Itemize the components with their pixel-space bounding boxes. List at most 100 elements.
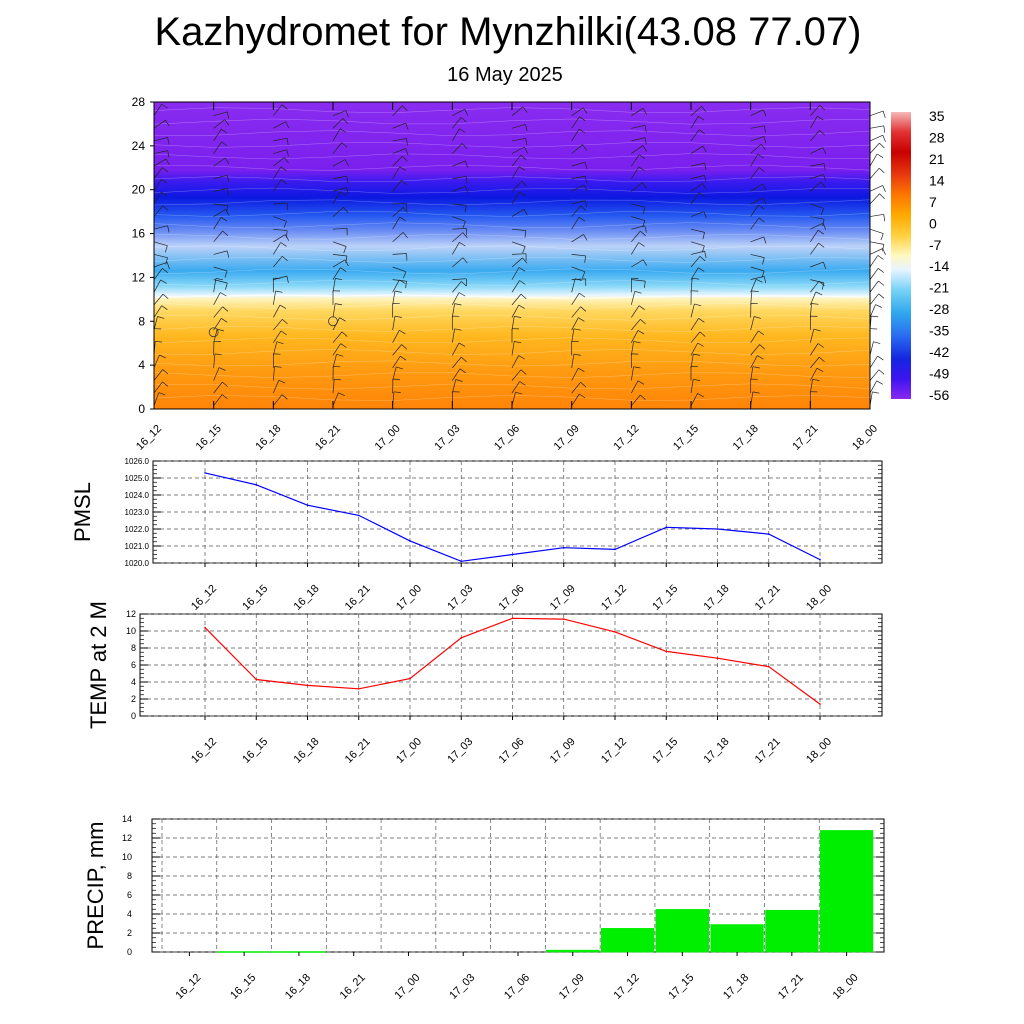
wind-barb (631, 242, 639, 255)
wind-barb-feather (460, 117, 467, 123)
wind-barb (809, 303, 812, 318)
wind-barb-feather (819, 356, 825, 363)
y-tick-label: 28 (132, 95, 146, 109)
wind-barb-feather (166, 262, 170, 270)
wind-barb (869, 125, 884, 129)
wind-barb (452, 143, 463, 154)
data-point (819, 703, 821, 705)
wind-barb-feather (875, 304, 882, 308)
wind-barb (511, 241, 526, 247)
wind-barb (153, 316, 158, 331)
wind-barb (869, 355, 878, 369)
wind-barb-feather (525, 124, 528, 132)
wind-barb-feather (344, 259, 349, 267)
wind-barb (273, 228, 288, 232)
wind-barb (153, 381, 163, 394)
wind-barb-feather (226, 250, 230, 258)
wind-barb (213, 174, 228, 180)
wind-barb (213, 353, 216, 368)
wind-barb-feather (584, 255, 586, 263)
wind-barb-feather (162, 369, 169, 375)
wind-barb (869, 304, 876, 318)
wind-barb-feather (286, 138, 289, 146)
colorbar-label: 21 (929, 151, 945, 167)
x-tick-label: 16_18 (292, 583, 322, 613)
wind-barb-feather (284, 234, 290, 241)
wind-barb-feather (281, 104, 288, 110)
y-tick-label: 2 (127, 928, 132, 938)
x-tick-label: 17_00 (373, 423, 403, 453)
wind-barb-feather (226, 175, 230, 183)
wind-barb (273, 121, 286, 129)
wind-barb (690, 379, 694, 394)
x-tick-label: 17_06 (497, 583, 527, 613)
wind-barb-feather (226, 205, 228, 213)
data-point (460, 637, 463, 639)
y-tick-label: 16 (132, 227, 146, 241)
wind-barb (332, 206, 344, 217)
wind-barb-feather (640, 394, 646, 400)
data-point (409, 677, 411, 680)
wind-barb (630, 291, 636, 305)
wind-barb-feather (758, 204, 765, 210)
wind-barb-feather (634, 290, 642, 294)
wind-barb-feather (335, 278, 343, 281)
contour-line (153, 268, 871, 275)
wind-barb (392, 180, 402, 192)
x-tick-label: 17_03 (432, 423, 462, 453)
wind-barb-feather (339, 191, 347, 196)
y-axis-title: TEMP at 2 M (86, 601, 111, 729)
wind-barb (750, 316, 755, 331)
wind-barb (631, 305, 640, 318)
wind-barb-feather (816, 367, 824, 373)
data-point (409, 540, 411, 542)
wind-barb-feather (763, 136, 767, 144)
colorbar-label: 14 (929, 172, 945, 188)
x-tick-label: 16_21 (343, 736, 373, 766)
wind-barb (332, 187, 347, 192)
x-tick-label: 16_15 (194, 423, 224, 453)
wind-barb-feather (704, 175, 707, 183)
y-tick-label: 1021.0 (125, 542, 150, 551)
wind-barb (273, 202, 288, 205)
y-tick-label: 12 (132, 270, 146, 284)
precip-bar (765, 909, 819, 953)
wind-barb (213, 111, 228, 117)
wind-barb-feather (464, 160, 469, 168)
data-point (563, 618, 565, 620)
wind-barb (869, 268, 879, 280)
wind-barb (810, 261, 824, 268)
wind-barb-feather (752, 366, 760, 369)
x-tick-label: 17_06 (502, 972, 532, 1002)
wind-barb-feather (758, 167, 765, 172)
wind-barb-feather (336, 353, 344, 357)
wind-barb (810, 280, 820, 293)
x-tick-label: 16_21 (313, 423, 343, 453)
wind-barb-feather (399, 329, 406, 335)
wind-barb (452, 356, 462, 369)
temperature-cross-section: 0 4 8 12 16 20 24 28 16_12 16_15 16_18 16_21 17_00 17… (132, 95, 886, 453)
wind-barb-feather (334, 378, 342, 381)
wind-barb (332, 278, 336, 293)
wind-barb (153, 241, 168, 247)
wind-barb (273, 394, 283, 406)
wind-barb-feather (343, 246, 347, 254)
y-tick-label: 4 (131, 677, 136, 687)
wind-barb-feather (518, 355, 525, 360)
wind-barb-feather (405, 122, 409, 130)
wind-barb (750, 290, 753, 305)
y-tick-label: 0 (127, 947, 132, 957)
wind-barb-feather (161, 191, 168, 197)
wind-barb (153, 191, 162, 205)
wind-barb-feather (344, 159, 349, 166)
x-tick-label: 17_21 (790, 423, 820, 453)
wind-barb (869, 280, 879, 293)
wind-barb-feather (878, 293, 885, 299)
wind-barb (690, 145, 704, 154)
wind-barb-feather (164, 245, 168, 253)
wind-barb (511, 124, 526, 129)
data-point (614, 631, 616, 633)
colorbar-label: -21 (929, 280, 949, 296)
wind-barb (810, 291, 817, 305)
wind-barb (511, 137, 526, 142)
